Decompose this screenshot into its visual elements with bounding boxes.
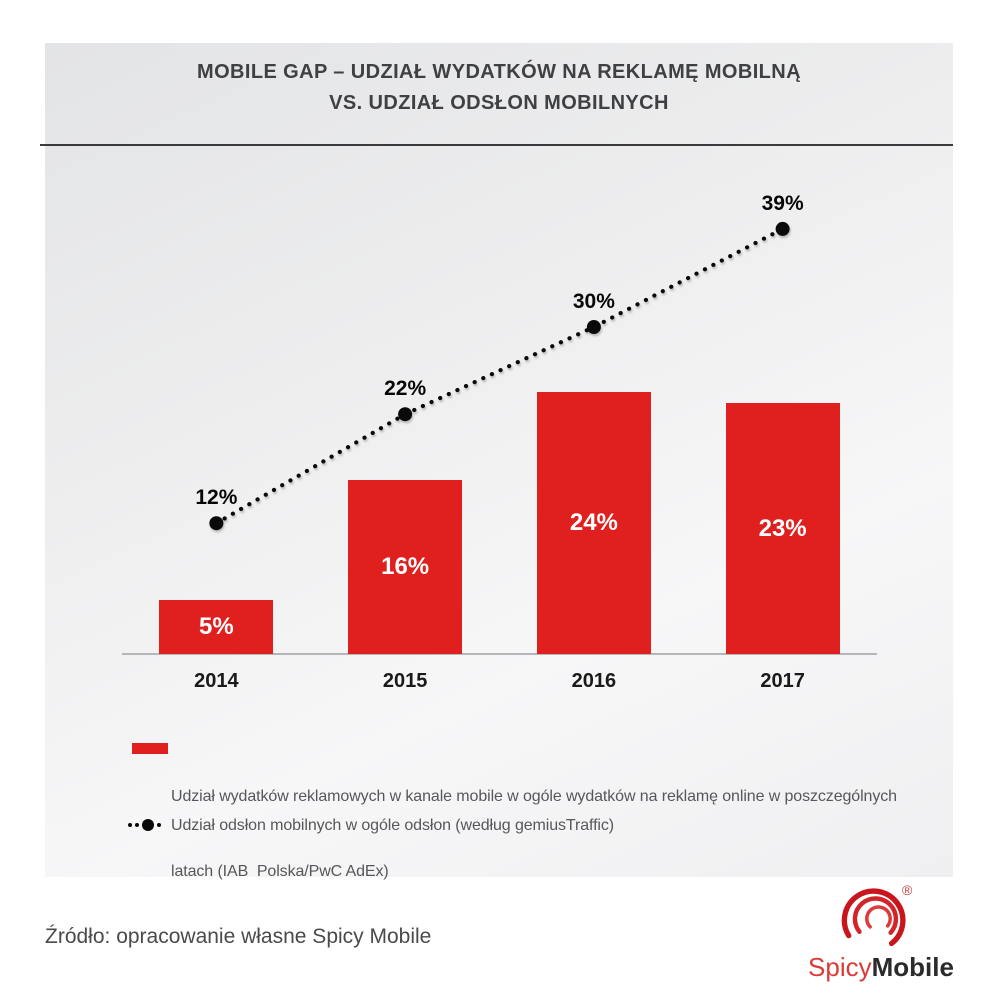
chart-title-line-1: MOBILE GAP – UDZIAŁ WYDATKÓW NA REKLAMĘ … [197,61,801,83]
logo-text-mobile: Mobile [871,952,954,982]
registered-mark: ® [902,882,913,898]
big-dot-icon [142,819,154,831]
legend-bar-label: Udział wydatków reklamowych w kanale mob… [171,734,916,934]
legend-dotted-line-icon [128,818,168,832]
small-dot-icon [128,823,132,827]
small-dot-icon [157,823,161,827]
logo-wordmark: SpicyMobile [796,952,966,983]
legend-bar-swatch-icon [132,743,168,754]
legend-bar-label-line-2: latach (IAB Polska/PwC AdEx) [171,863,389,880]
chart-title-line-2: VS. UDZIAŁ ODSŁON MOBILNYCH [329,92,669,114]
logo-swoosh-icon [841,888,906,947]
title-divider [40,144,953,146]
chart-title: MOBILE GAP – UDZIAŁ WYDATKÓW NA REKLAMĘ … [45,57,953,119]
logo-text-spicy: Spicy [808,952,872,982]
spicymobile-logo: ® SpicyMobile [796,880,966,992]
source-note: Źródło: opracowanie własne Spicy Mobile [45,925,432,948]
small-dot-icon [135,823,139,827]
legend-line-label: Udział odsłon mobilnych w ogóle odsłon (… [171,817,615,834]
legend-bar-label-line-1: Udział wydatków reklamowych w kanale mob… [171,788,897,805]
